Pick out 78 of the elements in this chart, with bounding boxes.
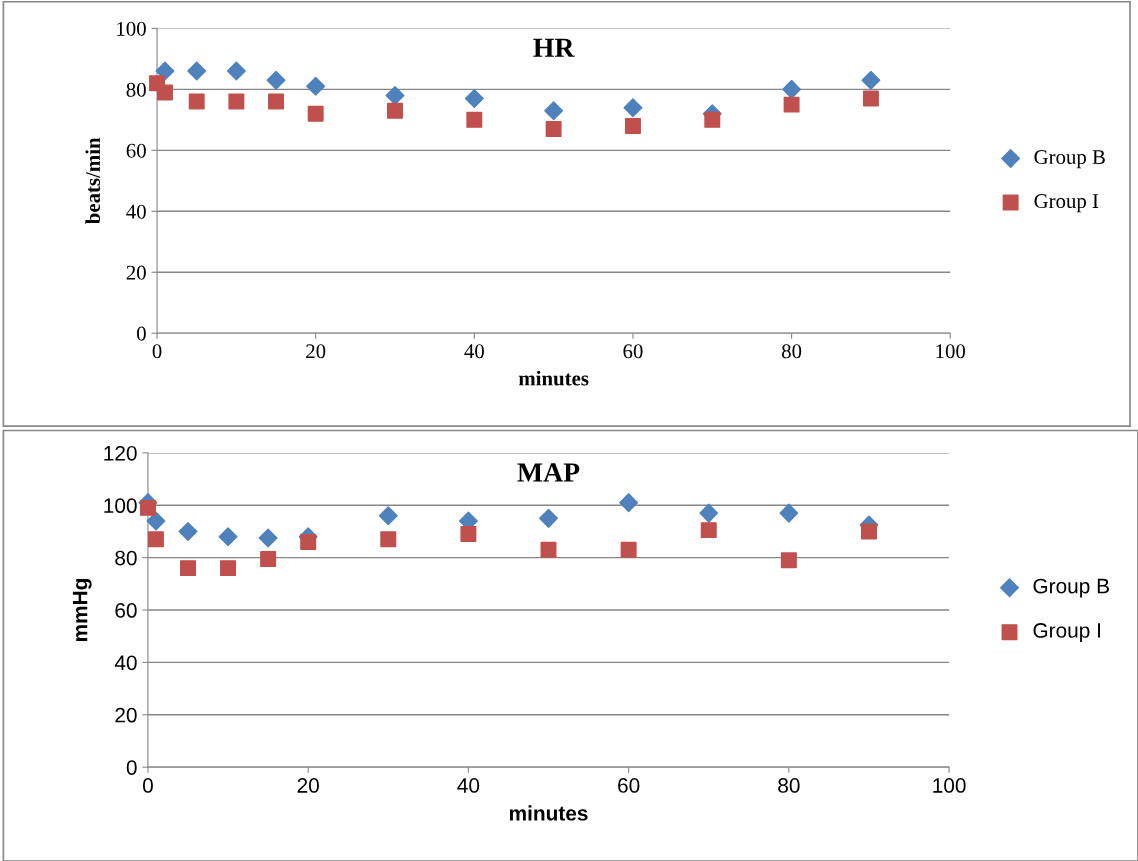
x-tick-label: 0 (152, 344, 162, 359)
x-tick-label: 100 (933, 778, 966, 793)
point (783, 96, 800, 113)
y-tick-label: 20 (115, 707, 137, 723)
x-axis-title: minutes (509, 805, 588, 821)
chart-title: MAP (517, 463, 580, 482)
y-axis-title: mmHg (72, 579, 92, 642)
point (540, 541, 557, 558)
point (464, 89, 484, 108)
x-tick-label: 40 (457, 778, 480, 793)
point (378, 506, 398, 526)
legend-label: Group B (1034, 150, 1105, 169)
point (226, 61, 246, 81)
point (782, 79, 802, 99)
y-tick-label: 120 (104, 445, 137, 461)
point (619, 493, 639, 513)
x-tick-label: 80 (781, 344, 802, 359)
point (620, 541, 637, 558)
point (266, 70, 286, 90)
point (544, 101, 564, 121)
point (862, 90, 879, 107)
point (188, 93, 205, 110)
point (861, 70, 881, 90)
point (704, 111, 721, 128)
point (187, 61, 207, 81)
point (699, 503, 719, 523)
legend-label: Group I (1034, 194, 1099, 213)
point (860, 523, 877, 540)
x-axis-title: minutes (518, 370, 589, 386)
y-tick-label: 20 (126, 265, 146, 280)
point (306, 76, 326, 96)
point (220, 560, 237, 577)
point (228, 93, 245, 110)
point (139, 499, 156, 516)
point (147, 531, 164, 548)
y-tick-label: 100 (117, 21, 146, 36)
point (539, 508, 558, 528)
y-tick-label: 80 (115, 550, 137, 566)
point (387, 102, 403, 119)
y-axis-title: beats/min (85, 137, 101, 224)
point (545, 121, 562, 137)
point (300, 533, 317, 550)
y-tick-label: 0 (126, 760, 137, 775)
y-tick-label: 0 (137, 326, 146, 341)
point (260, 550, 277, 567)
point (380, 531, 397, 548)
x-tick-label: 20 (297, 778, 319, 793)
point (180, 560, 196, 577)
y-tick-label: 100 (104, 498, 137, 514)
point (156, 84, 173, 101)
legend-label: Group I (1033, 623, 1100, 642)
point (466, 111, 483, 128)
y-tick-label: 60 (115, 603, 137, 618)
x-tick-label: 100 (936, 344, 966, 359)
point (178, 521, 198, 541)
y-tick-label: 60 (126, 143, 146, 158)
point (307, 105, 324, 122)
point (258, 528, 278, 548)
x-tick-label: 20 (306, 344, 326, 359)
x-tick-label: 40 (464, 344, 484, 359)
point (624, 117, 641, 134)
y-tick-label: 80 (126, 82, 146, 97)
x-tick-label: 60 (618, 778, 640, 793)
y-tick-label: 40 (126, 204, 146, 219)
chart-title: HR (533, 38, 575, 57)
y-tick-label: 40 (114, 655, 137, 671)
point (268, 93, 285, 110)
point (779, 503, 799, 523)
point (218, 527, 238, 547)
point (146, 511, 166, 531)
x-tick-label: 60 (623, 344, 643, 359)
point (460, 526, 477, 543)
legend-label: Group B (1033, 578, 1109, 598)
point (385, 85, 405, 105)
x-tick-label: 80 (778, 778, 800, 793)
point (700, 522, 717, 539)
point (780, 552, 797, 569)
point (623, 98, 643, 118)
